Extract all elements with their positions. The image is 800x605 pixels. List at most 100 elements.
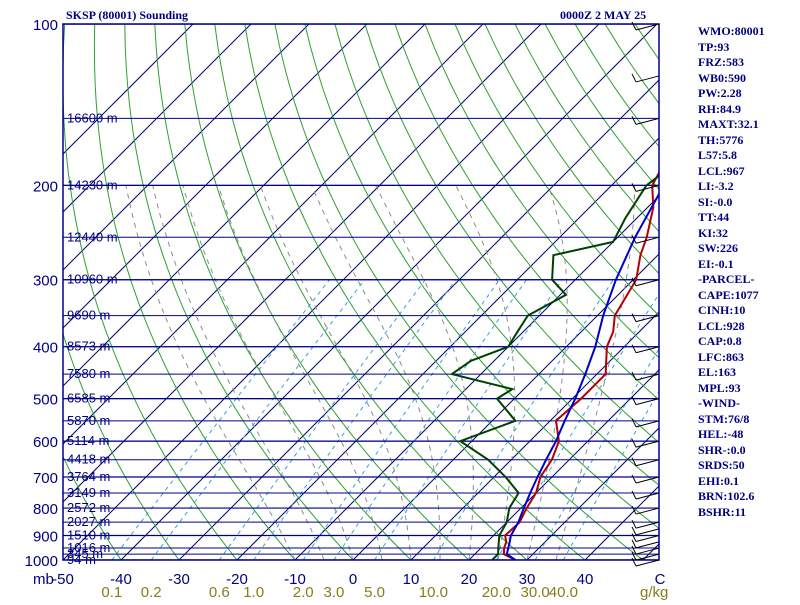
pressure-tick-label: 1000 — [25, 553, 58, 570]
temperature-tick-label: 10 — [403, 571, 420, 588]
wind-barb — [635, 420, 660, 428]
wind-barb-flag — [631, 457, 637, 466]
valid-time: 0000Z 2 MAY 25 — [560, 8, 647, 22]
index-row: SRDS:50 — [698, 458, 745, 472]
mixing-ratio-line — [374, 279, 563, 560]
moist-adiabat — [455, 185, 516, 560]
y-axis-label: mb — [33, 571, 54, 588]
dry-adiabat — [93, 24, 296, 560]
height-label: 345 m — [67, 546, 103, 561]
mixing-ratio-label: 2.0 — [293, 584, 314, 600]
pressure-tick-label: 900 — [33, 528, 58, 545]
index-row: SHR-:0.0 — [698, 442, 746, 457]
pressure-tick-label: 600 — [33, 434, 58, 451]
isotherm — [63, 24, 194, 155]
wind-barb-flag — [631, 313, 637, 322]
wind-barb-flag — [631, 551, 637, 561]
moist-adiabat — [526, 185, 568, 560]
isotherm — [63, 24, 368, 329]
dry-adiabat — [274, 24, 644, 560]
index-row: SW:226 — [698, 241, 739, 255]
isotherm — [120, 24, 658, 560]
isotherm — [236, 137, 659, 560]
mixing-ratio-label: 30.0 — [521, 584, 550, 600]
index-row: L57:5.8 — [698, 148, 737, 162]
wind-barb-flag — [631, 519, 637, 529]
wind-barb — [635, 315, 660, 323]
dewpoint-line — [449, 174, 659, 560]
wind-barb-flag — [631, 73, 637, 83]
height-label: 12440 m — [67, 229, 118, 244]
height-label: 3149 m — [67, 485, 110, 500]
wind-barb — [635, 440, 660, 448]
temperature-tick-label: -10 — [284, 571, 306, 588]
wind-barb — [635, 459, 660, 467]
index-row: TH:5776 — [698, 132, 744, 147]
moist-adiabat — [555, 185, 636, 560]
height-label: 10960 m — [67, 272, 118, 287]
height-label: 7580 m — [67, 366, 110, 381]
temperature-tick-label: 20 — [461, 571, 478, 588]
wind-barb-flag — [631, 418, 637, 428]
moist-adiabat — [259, 185, 412, 560]
isotherm — [526, 427, 659, 560]
wind-barb-flag — [631, 438, 637, 448]
wind-barb-flag — [631, 235, 637, 244]
mixing-ratio-line — [150, 279, 366, 560]
temperature-tick-label: 30 — [519, 571, 536, 588]
isotherm — [63, 24, 542, 503]
height-label: 4418 m — [67, 452, 110, 467]
index-row: CAP:0.8 — [698, 334, 742, 348]
index-row: EL:163 — [698, 365, 737, 379]
index-row: MPL:93 — [698, 380, 741, 395]
mixing-ratio-label: 1.0 — [243, 584, 264, 600]
temperature-tick-label: 40 — [577, 571, 594, 588]
wind-barb — [635, 507, 660, 515]
wind-barb — [635, 492, 660, 500]
temperature-tick-label: -20 — [226, 571, 248, 588]
wind-barb-flag — [631, 526, 637, 536]
mixing-ratio-label: 40.0 — [549, 584, 578, 600]
wind-barb — [635, 541, 660, 549]
index-row: TP:93 — [698, 39, 730, 54]
height-label: 94 m — [67, 552, 96, 567]
height-label: 5114 m — [67, 433, 109, 448]
height-label: 3764 m — [67, 469, 110, 484]
isotherm — [352, 253, 659, 560]
temperature-tick-label: -50 — [52, 571, 74, 588]
height-label: 1510 m — [67, 527, 110, 542]
mixing-ratio-label: 5.0 — [364, 584, 385, 600]
moist-adiabat — [217, 185, 383, 560]
wind-barb-flag — [631, 505, 637, 515]
moist-adiabat — [375, 185, 474, 560]
moist-adiabat — [182, 185, 354, 560]
isotherm — [63, 24, 310, 271]
index-row: -WIND- — [698, 396, 740, 410]
index-row: WMO:80001 — [698, 24, 765, 38]
pressure-tick-label: 700 — [33, 470, 58, 487]
mixing-ratio-line — [534, 347, 659, 560]
dry-adiabat — [124, 24, 354, 560]
mixing-ratio-unit: g/kg — [640, 584, 668, 600]
pressure-tick-label: 500 — [33, 392, 58, 409]
dry-adiabat — [154, 24, 412, 560]
wind-barb — [635, 553, 660, 561]
index-row: TT:44 — [698, 210, 730, 224]
height-label: 16600 m — [67, 110, 118, 125]
wind-barb — [635, 559, 660, 567]
wind-barb — [635, 279, 660, 287]
parcel-line — [505, 192, 659, 560]
isotherm — [63, 24, 600, 560]
index-row: RH:84.9 — [698, 101, 741, 116]
wind-barb-flag — [631, 277, 637, 286]
index-row: BRN:102.6 — [698, 489, 755, 503]
height-label: 14230 m — [67, 177, 118, 192]
wind-barb — [635, 117, 660, 125]
wind-barb — [635, 373, 660, 381]
wind-barb-flag — [631, 533, 637, 542]
mixing-ratio-label: 0.1 — [101, 584, 122, 600]
wind-barb-flag — [631, 344, 637, 353]
temperature-tick-label: -30 — [168, 571, 190, 588]
